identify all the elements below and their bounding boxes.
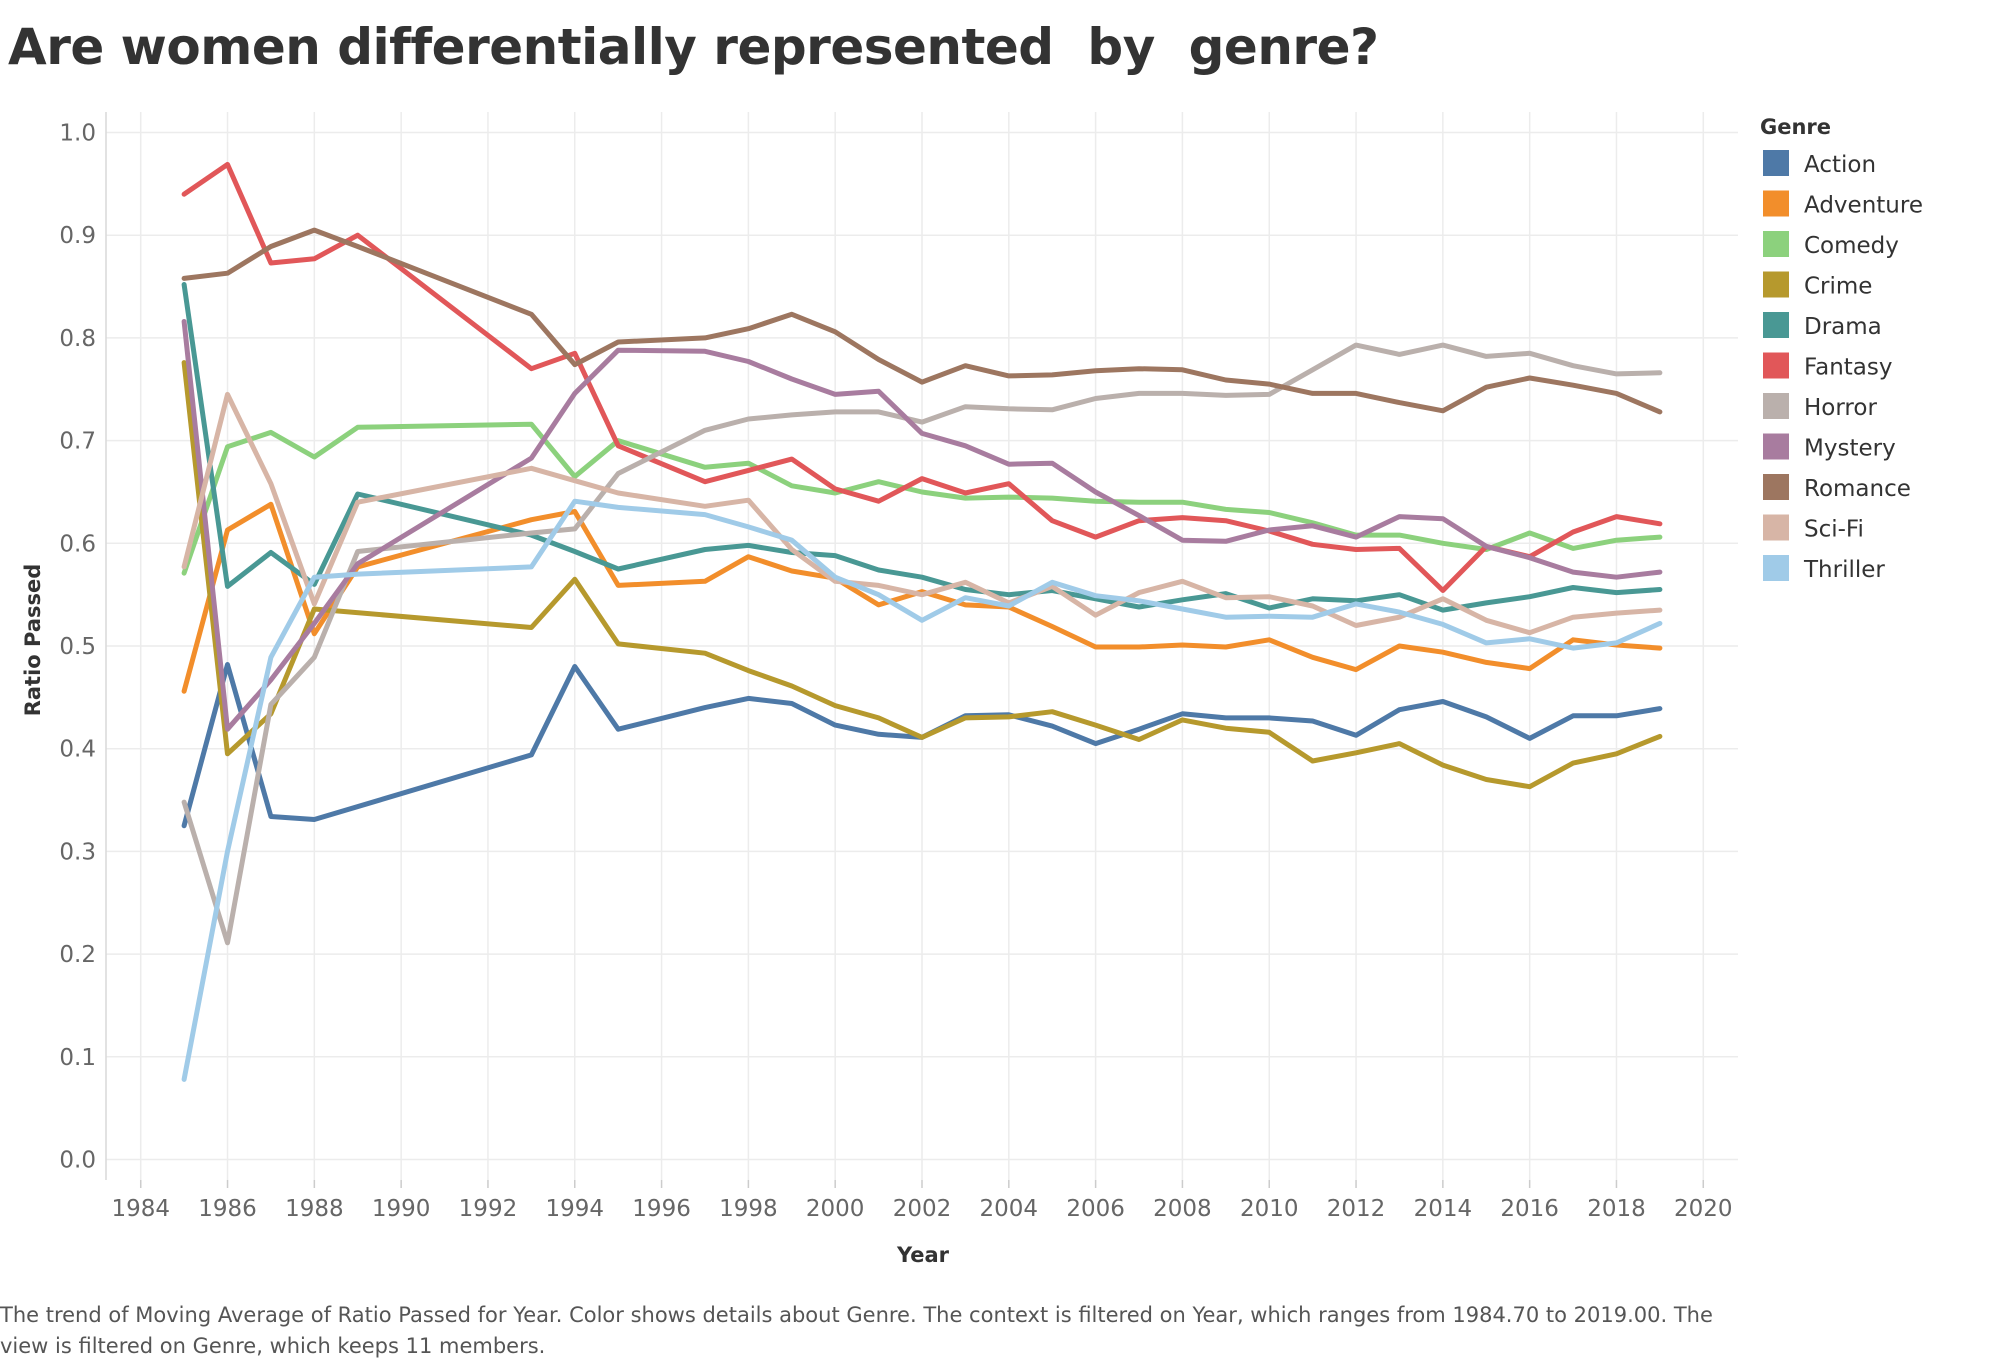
chart-caption: The trend of Moving Average of Ratio Pas… (0, 1303, 1713, 1358)
legend-swatch (1763, 433, 1789, 460)
x-tick-label: 2020 (1674, 1196, 1733, 1222)
x-tick-label: 1998 (719, 1196, 778, 1222)
legend-swatch (1763, 393, 1789, 419)
legend-label: Thriller (1803, 557, 1885, 583)
legend-swatch (1763, 514, 1789, 541)
legend-swatch (1763, 312, 1789, 338)
series-line-romance[interactable] (181, 227, 1663, 415)
legend-label: Adventure (1804, 193, 1923, 219)
series-line-mystery[interactable] (181, 319, 1663, 732)
series-lines[interactable] (181, 161, 1663, 1082)
x-tick-label: 2002 (893, 1196, 952, 1222)
y-tick-label: 0.0 (59, 1147, 96, 1173)
legend-swatch (1763, 352, 1789, 379)
x-tick-label: 1984 (111, 1196, 170, 1222)
series-line-horror[interactable] (181, 342, 1663, 946)
x-tick-label: 1996 (632, 1196, 691, 1222)
legend-item-comedy[interactable]: Comedy (1763, 231, 1899, 259)
legend-item-sci-fi[interactable]: Sci-Fi (1763, 514, 1864, 543)
y-tick-label: 0.4 (59, 737, 96, 763)
series-line-fantasy[interactable] (181, 161, 1663, 593)
legend-swatch (1763, 271, 1789, 298)
y-tick-label: 0.2 (59, 942, 96, 968)
y-tick-label: 0.6 (59, 531, 96, 557)
series-line-action[interactable] (181, 662, 1663, 829)
x-tick-label: 2016 (1500, 1196, 1559, 1222)
y-tick-label: 0.1 (59, 1045, 96, 1071)
x-tick-label: 1990 (372, 1196, 431, 1222)
y-tick-label: 1.0 (59, 121, 96, 147)
legend-item-crime[interactable]: Crime (1763, 271, 1872, 300)
legend-label: Romance (1804, 476, 1911, 502)
legend[interactable]: Genre Action Adventure Comedy Crime Drama Fan… (1760, 115, 1923, 583)
x-tick-label: 1994 (545, 1196, 604, 1222)
x-tick-label: 1988 (285, 1196, 344, 1222)
series-line-thriller[interactable] (181, 498, 1663, 1082)
legend-swatch (1763, 474, 1789, 500)
legend-label: Comedy (1804, 233, 1899, 259)
y-tick-label: 0.7 (59, 429, 96, 455)
series-line-comedy[interactable] (181, 421, 1663, 576)
x-axis-title: Year (896, 1243, 950, 1267)
y-tick-label: 0.5 (59, 634, 96, 660)
x-tick-label: 2006 (1066, 1196, 1125, 1222)
x-tick-label: 2018 (1587, 1196, 1646, 1222)
series-line-sci-fi[interactable] (181, 391, 1663, 636)
y-tick-label: 0.3 (59, 839, 96, 865)
y-tick-label: 0.8 (59, 326, 96, 352)
x-tick-label: 1986 (198, 1196, 257, 1222)
legend-item-drama[interactable]: Drama (1763, 312, 1882, 340)
legend-swatch (1763, 555, 1789, 581)
x-tick-label: 2008 (1153, 1196, 1212, 1222)
legend-item-romance[interactable]: Romance (1763, 474, 1911, 502)
series-line-crime[interactable] (181, 360, 1663, 790)
legend-item-horror[interactable]: Horror (1763, 393, 1877, 421)
legend-label: Mystery (1804, 436, 1896, 462)
x-tick-label: 2010 (1240, 1196, 1299, 1222)
legend-label: Horror (1804, 395, 1877, 421)
x-tick-label: 2004 (980, 1196, 1039, 1222)
chart-title: Are women differentially represented by … (8, 18, 1379, 76)
y-tick-label: 0.9 (59, 223, 96, 249)
legend-label: Drama (1804, 314, 1882, 340)
gridlines (106, 112, 1738, 1180)
legend-swatch (1763, 231, 1789, 257)
legend-label: Sci-Fi (1804, 517, 1864, 543)
x-tick-label: 1992 (459, 1196, 518, 1222)
y-axis-title: Ratio Passed (21, 564, 45, 717)
x-tick-label: 2014 (1414, 1196, 1473, 1222)
legend-item-adventure[interactable]: Adventure (1763, 190, 1923, 219)
legend-label: Action (1804, 152, 1876, 178)
legend-item-fantasy[interactable]: Fantasy (1763, 352, 1893, 381)
legend-label: Crime (1804, 274, 1872, 300)
legend-swatch (1763, 190, 1789, 217)
legend-item-thriller[interactable]: Thriller (1763, 555, 1885, 583)
x-tick-label: 2000 (806, 1196, 865, 1222)
legend-swatch (1763, 150, 1789, 176)
legend-item-action[interactable]: Action (1763, 150, 1876, 178)
legend-item-mystery[interactable]: Mystery (1763, 433, 1896, 462)
axes: 0.0 0.1 0.2 0.3 0.4 0.5 0.6 0.7 0.8 0.9 1.0 1984 198… (59, 112, 1733, 1222)
legend-label: Fantasy (1804, 355, 1893, 381)
x-tick-label: 2012 (1327, 1196, 1386, 1222)
legend-title: Genre (1760, 115, 1831, 139)
